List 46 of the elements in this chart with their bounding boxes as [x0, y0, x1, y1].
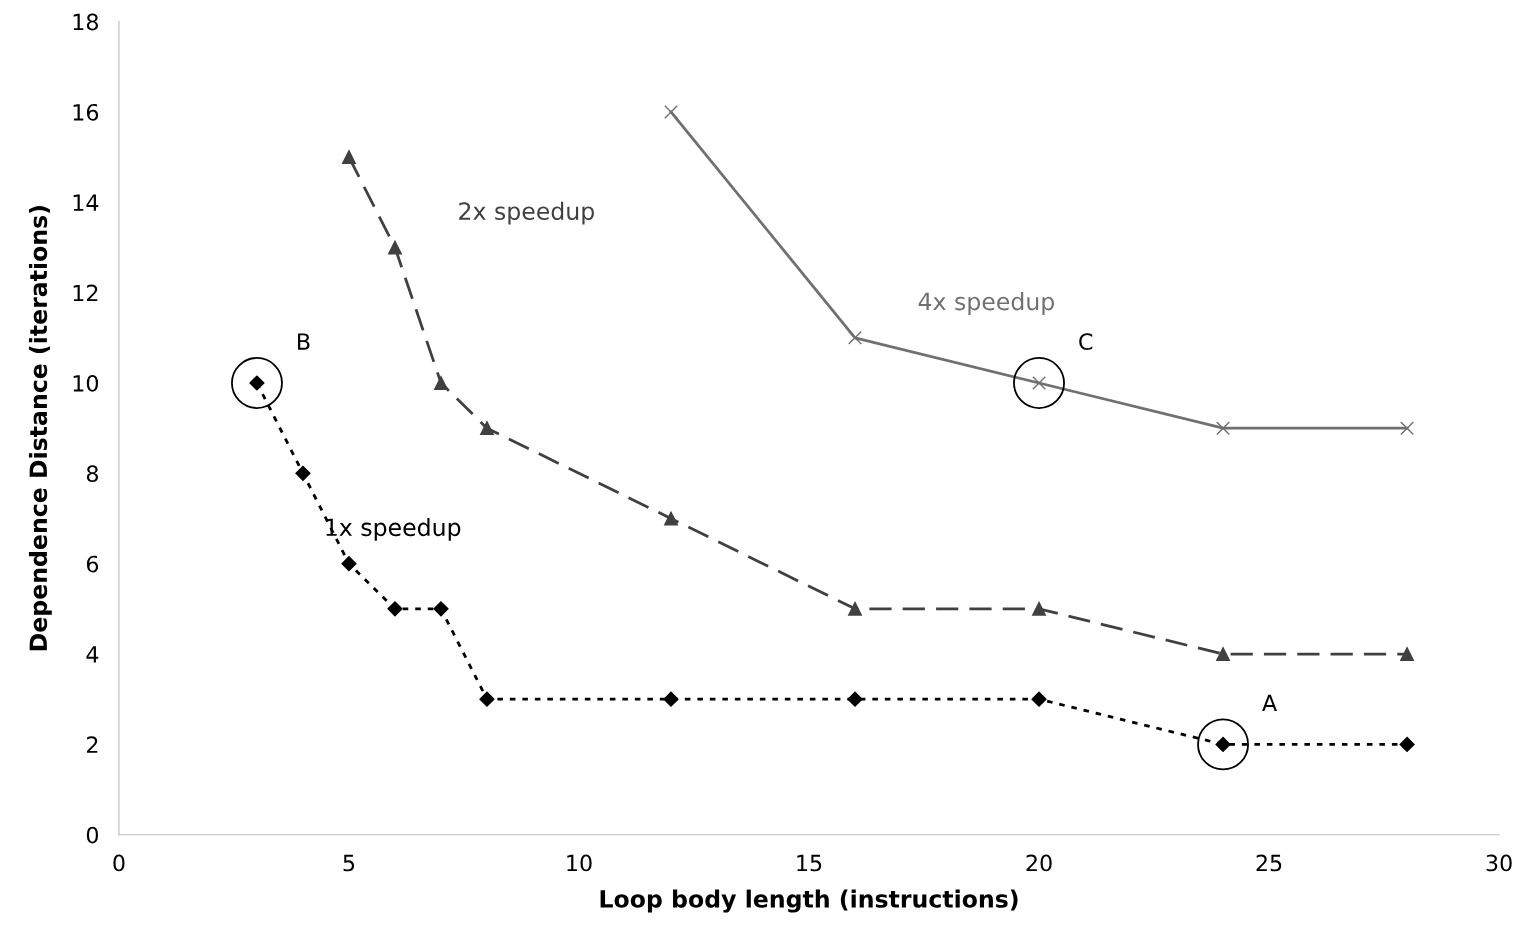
x-tick-label: 0	[113, 854, 125, 872]
x-tick-label: 10	[567, 854, 592, 872]
series-label: 4x speedup	[918, 292, 1055, 315]
point	[1031, 691, 1047, 707]
point	[388, 240, 402, 255]
x-tick-label: 5	[343, 854, 355, 872]
y-tick-label: 16	[73, 103, 99, 121]
point	[1216, 647, 1230, 661]
y-tick-label: 18	[73, 13, 98, 31]
annotation: A	[1262, 694, 1277, 712]
point	[1400, 421, 1415, 436]
point	[663, 691, 679, 707]
x-tick-label: 30	[1486, 854, 1512, 872]
point	[1216, 421, 1230, 436]
annotation: C	[1079, 333, 1093, 350]
y-tick-label: 8	[86, 465, 98, 483]
y-tick-label: 2	[87, 736, 98, 753]
point	[848, 330, 862, 345]
point	[387, 601, 403, 617]
point	[664, 105, 678, 119]
point	[295, 465, 311, 481]
point	[1399, 736, 1415, 752]
x-tick-label: 15	[797, 854, 822, 872]
point	[341, 556, 357, 572]
point	[342, 150, 356, 165]
y-tick-label: 0	[86, 826, 99, 844]
point	[847, 691, 863, 707]
y-tick-label: 12	[73, 284, 98, 302]
point	[1032, 601, 1046, 616]
x-axis-title: Loop body length (instructions)	[600, 889, 1018, 913]
y-axis-title: Dependence Distance (iterations)	[28, 206, 52, 651]
y-tick-label: 4	[86, 646, 99, 663]
point	[848, 601, 862, 616]
point	[480, 421, 494, 436]
y-tick-label: 10	[73, 374, 99, 392]
point	[664, 511, 678, 526]
annotation: B	[298, 333, 310, 350]
point	[479, 691, 495, 707]
point	[1400, 647, 1415, 661]
text: 2x speedup	[459, 201, 594, 225]
point	[433, 601, 449, 617]
y-tick-label: 14	[73, 194, 99, 211]
x-tick-label: 25	[1256, 854, 1282, 872]
y-tick-label: 6	[86, 555, 99, 573]
x-tick-label: 20	[1026, 854, 1052, 872]
point	[434, 376, 448, 390]
